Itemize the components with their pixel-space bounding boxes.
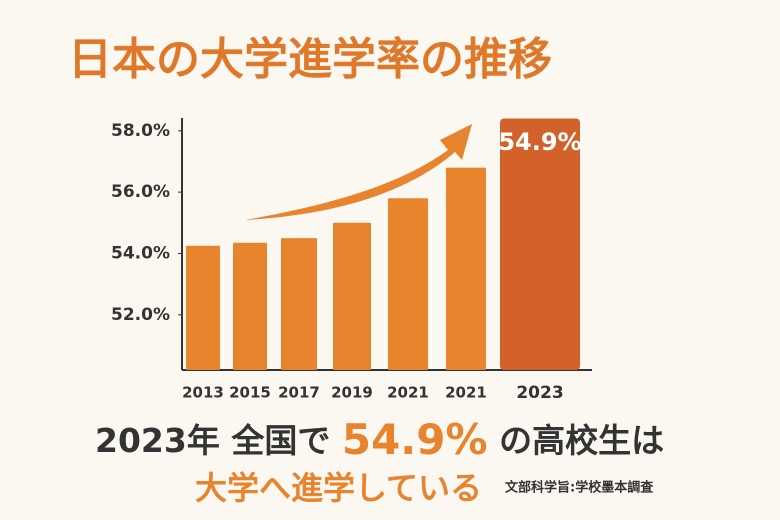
bar: [233, 242, 267, 370]
summary-line1: 2023年 全国で 54.9% の高校生は: [95, 415, 664, 464]
source: 文部科学旨:学校墨本調査: [505, 480, 654, 496]
bar: [500, 118, 580, 371]
x-tick-label: 2021: [387, 384, 429, 402]
bar: [281, 238, 317, 370]
summary-text: の高校生は: [499, 421, 664, 460]
x-tick-label: 2013: [182, 384, 224, 402]
y-tick-label: 52.0%: [111, 305, 170, 325]
x-tick-label: 2021: [445, 384, 487, 402]
x-tick-label: 2023: [516, 383, 563, 403]
trend-arrow: [245, 124, 472, 220]
summary-highlight: 54.9%: [342, 415, 488, 464]
bar: [446, 167, 486, 370]
x-tick-label: 2015: [229, 384, 271, 402]
bar: [333, 222, 371, 370]
summary-line2: 大学へ進学している: [195, 469, 482, 507]
bar-annotation: 54.9%: [498, 128, 581, 156]
summary-text: 2023年 全国で: [95, 421, 330, 460]
bar: [186, 245, 220, 370]
chart-title: 日本の大学進学率の推移: [68, 34, 552, 85]
x-tick-label: 2019: [331, 384, 373, 402]
bar: [388, 198, 428, 370]
y-tick-label: 54.0%: [111, 243, 170, 263]
y-tick-label: 58.0%: [111, 121, 170, 141]
y-tick-label: 56.0%: [111, 182, 170, 202]
x-tick-label: 2017: [278, 384, 320, 402]
